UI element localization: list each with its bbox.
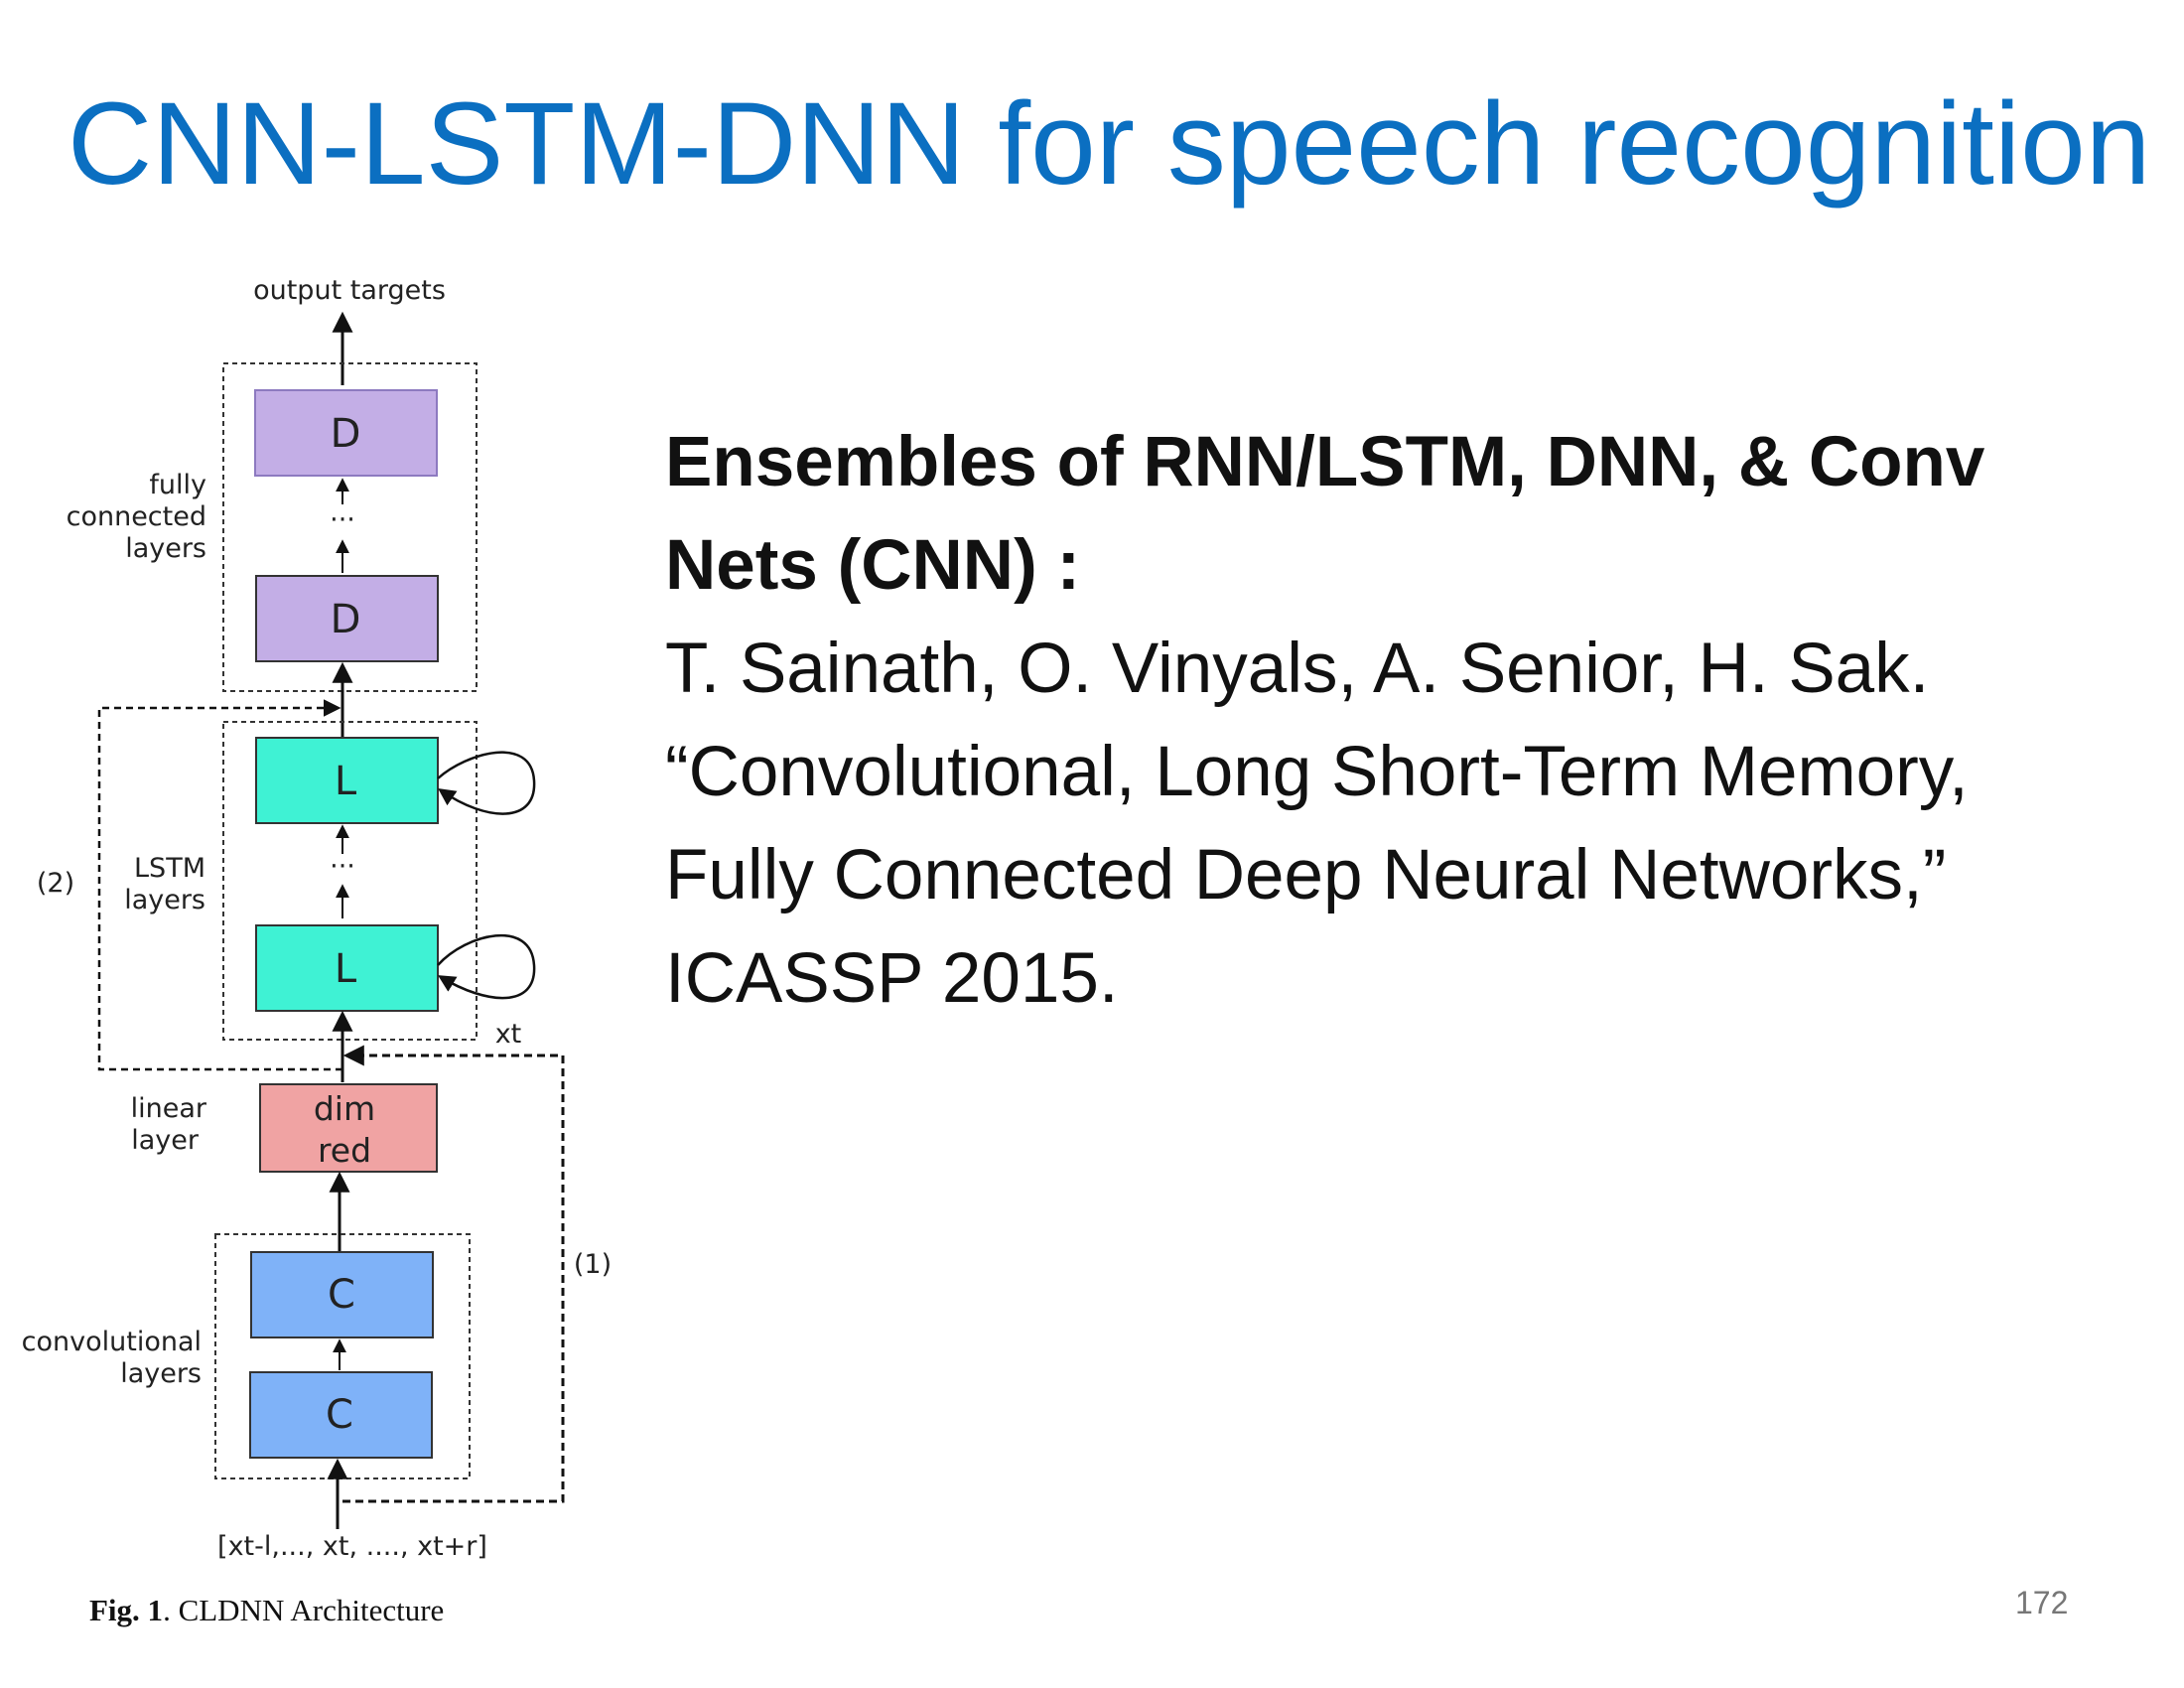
dimred-label-1: dim <box>314 1089 375 1128</box>
reference-venue: ICASSP 2015. <box>665 939 1119 1018</box>
lstm-label-1: LSTM <box>134 853 205 884</box>
lstm-box-top-label: L <box>335 759 357 804</box>
path-2-connection <box>97 699 342 1071</box>
lstm-recurrence-bottom <box>437 933 536 1000</box>
figure-caption-number: Fig. 1 <box>89 1593 164 1627</box>
dimred-box <box>259 1083 438 1173</box>
dense-box-bottom-label: D <box>331 597 361 642</box>
dimred-label-2: red <box>318 1131 371 1170</box>
lstm-box-top <box>255 737 439 824</box>
conv-label-2: layers <box>120 1358 202 1389</box>
page-number: 172 <box>2015 1585 2069 1620</box>
lstm-ellipsis: ··· <box>330 851 355 882</box>
figure-caption: Fig. 1. CLDNN Architecture <box>89 1593 444 1628</box>
dense-box-bottom <box>255 575 439 662</box>
fc-label-3: layers <box>125 533 206 564</box>
conv-box-bottom-label: C <box>326 1392 353 1438</box>
lstm-label-2: layers <box>124 885 205 915</box>
dense-box-top-label: D <box>331 411 361 457</box>
figure-caption-text: . CLDNN Architecture <box>163 1593 445 1627</box>
slide-title: CNN-LSTM-DNN for speech recognition <box>68 78 2151 210</box>
fc-label-1: fully <box>149 470 206 500</box>
conv-label-1: convolutional <box>22 1327 202 1357</box>
reference-title-2: Fully Connected Deep Neural Networks,” <box>665 836 1947 914</box>
xt-label: xt <box>495 1019 522 1050</box>
path-2-label: (2) <box>37 868 74 899</box>
fc-ellipsis: ··· <box>330 504 355 535</box>
reference-text: Ensembles of RNN/LSTM, DNN, & Conv Nets … <box>665 411 2154 1031</box>
conv-box-top-label: C <box>328 1272 355 1318</box>
cldnn-architecture-diagram: output targets D ··· D fully connected l… <box>22 275 612 1562</box>
heading-line-2: Nets (CNN) : <box>665 526 1081 605</box>
input-sequence-label: [xt-l,..., xt, ...., xt+r] <box>217 1531 487 1562</box>
reference-authors: T. Sainath, O. Vinyals, A. Senior, H. Sa… <box>665 630 1930 708</box>
lstm-box-bottom-label: L <box>335 946 357 992</box>
fc-group-border <box>222 362 478 692</box>
conv-box-bottom <box>249 1371 433 1459</box>
path-1-label: (1) <box>574 1249 612 1280</box>
heading-line-1: Ensembles of RNN/LSTM, DNN, & Conv <box>665 423 1985 501</box>
reference-title-1: “Convolutional, Long Short-Term Memory, <box>665 733 1969 811</box>
linear-label-2: layer <box>131 1125 200 1156</box>
fc-label-2: connected <box>67 501 206 532</box>
lstm-recurrence-top <box>437 751 536 815</box>
lstm-box-bottom <box>255 924 439 1012</box>
lstm-group-border <box>222 721 478 1041</box>
dense-box-top <box>254 389 438 477</box>
linear-label-1: linear <box>131 1093 207 1124</box>
conv-box-top <box>250 1251 434 1338</box>
path-1-connection <box>342 1045 565 1503</box>
output-targets-label: output targets <box>253 275 446 306</box>
